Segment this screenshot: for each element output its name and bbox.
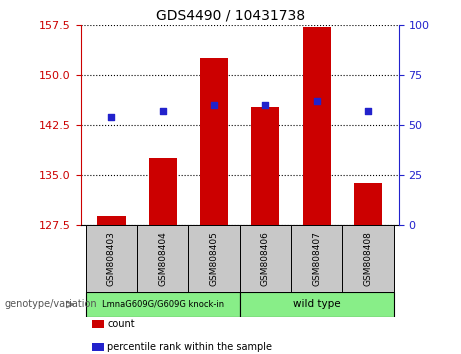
Bar: [240, 225, 291, 292]
Point: [210, 102, 218, 108]
Bar: [137, 225, 189, 292]
Text: GSM808408: GSM808408: [363, 231, 372, 286]
Text: count: count: [107, 319, 135, 329]
Bar: [251, 107, 279, 225]
Text: GSM808404: GSM808404: [158, 231, 167, 286]
Text: percentile rank within the sample: percentile rank within the sample: [107, 342, 272, 352]
Bar: [86, 292, 240, 317]
Bar: [291, 225, 343, 292]
Bar: [240, 292, 394, 317]
Bar: [86, 225, 137, 292]
Text: GSM808405: GSM808405: [210, 231, 219, 286]
Point: [108, 114, 115, 120]
Bar: [200, 58, 228, 225]
Bar: [354, 183, 382, 225]
Text: genotype/variation: genotype/variation: [5, 299, 97, 309]
Bar: [343, 225, 394, 292]
Bar: [97, 216, 125, 225]
Bar: [302, 27, 331, 225]
Text: GSM808407: GSM808407: [312, 231, 321, 286]
Text: LmnaG609G/G609G knock-in: LmnaG609G/G609G knock-in: [102, 300, 224, 309]
Point: [262, 102, 269, 108]
Point: [313, 98, 320, 104]
Point: [364, 108, 372, 114]
Point: [159, 108, 166, 114]
Bar: [189, 225, 240, 292]
Text: wild type: wild type: [293, 299, 341, 309]
Text: GSM808403: GSM808403: [107, 231, 116, 286]
Bar: [148, 158, 177, 225]
Text: GSM808406: GSM808406: [261, 231, 270, 286]
Text: GDS4490 / 10431738: GDS4490 / 10431738: [156, 9, 305, 23]
